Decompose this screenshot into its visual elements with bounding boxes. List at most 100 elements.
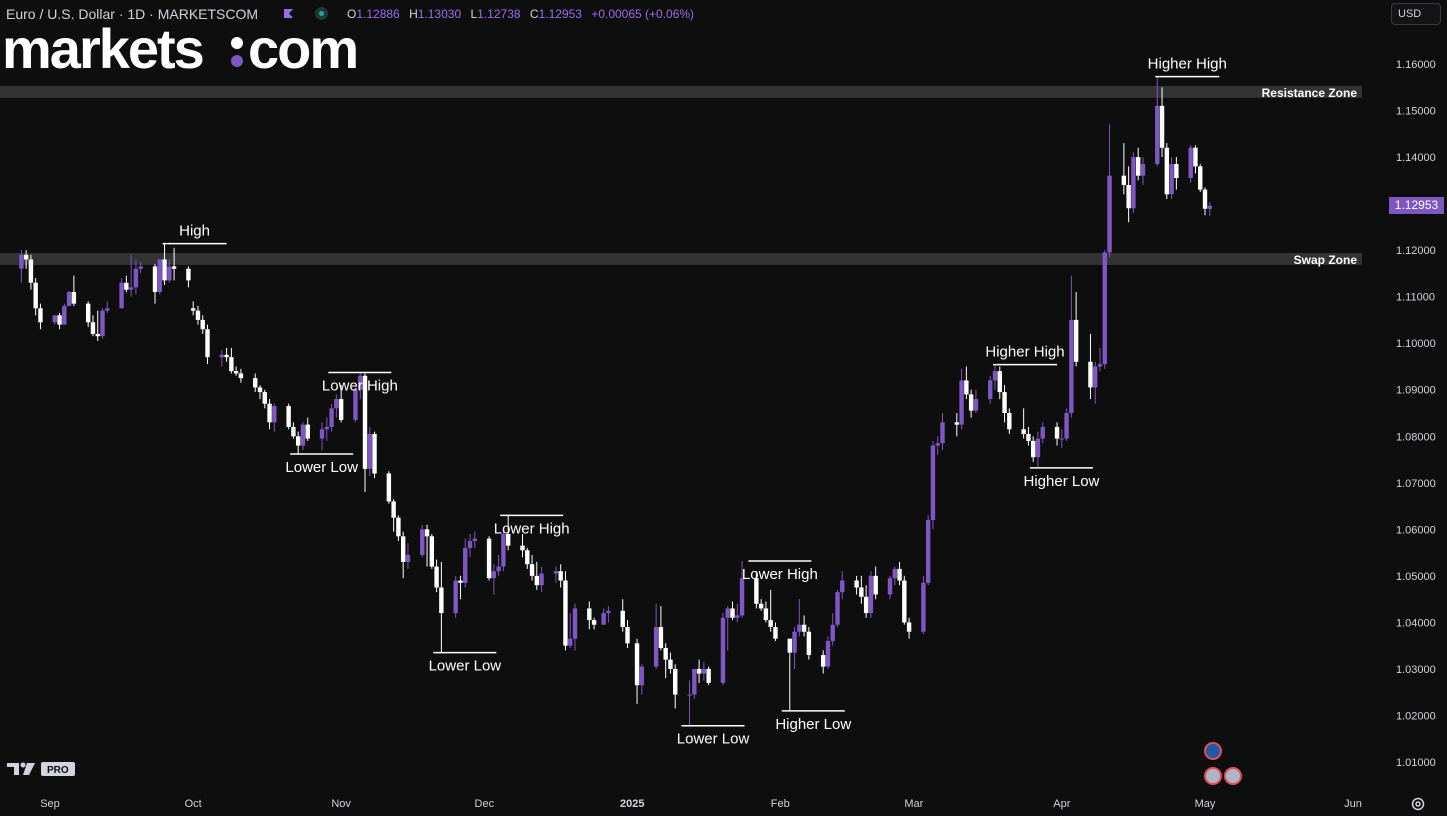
candle-body-35 bbox=[253, 378, 258, 388]
candle-body-61 bbox=[424, 529, 430, 537]
candle-body-175 bbox=[1198, 166, 1203, 190]
annotation-label-10: Higher High bbox=[1148, 56, 1227, 73]
candle-body-93 bbox=[653, 627, 659, 667]
candle-body-16 bbox=[124, 282, 129, 290]
candle-body-37 bbox=[262, 392, 267, 404]
svg-text:com: com bbox=[248, 22, 357, 78]
candle-body-122 bbox=[840, 580, 845, 593]
candle-body-27 bbox=[195, 310, 201, 320]
candle-body-54 bbox=[372, 433, 377, 474]
x-tick-label-3: Dec bbox=[475, 798, 495, 810]
y-tick-label-11: 1.05000 bbox=[1396, 571, 1436, 583]
markets-com-logo: markets com bbox=[2, 17, 372, 91]
candle-body-86 bbox=[591, 620, 597, 625]
candle-body-129 bbox=[892, 568, 897, 579]
candle-body-72 bbox=[496, 566, 501, 572]
candle-body-133 bbox=[921, 582, 926, 632]
candle-body-9 bbox=[71, 292, 77, 304]
settings-gear-icon[interactable] bbox=[1410, 796, 1426, 812]
zone-band-0 bbox=[0, 85, 1362, 98]
candle-body-97 bbox=[673, 668, 678, 695]
candle-body-88 bbox=[606, 610, 611, 614]
candle-body-77 bbox=[529, 564, 535, 576]
candle-body-39 bbox=[272, 406, 277, 423]
candle-body-14 bbox=[105, 308, 110, 311]
candle-body-174 bbox=[1193, 147, 1198, 167]
candle-body-140 bbox=[964, 380, 969, 395]
candle-body-28 bbox=[200, 319, 205, 330]
candle-body-106 bbox=[735, 615, 740, 618]
candle-body-108 bbox=[754, 578, 759, 604]
y-tick-label-10: 1.06000 bbox=[1396, 524, 1436, 536]
candle-body-137 bbox=[940, 422, 945, 444]
candle-body-38 bbox=[267, 403, 272, 423]
candle-body-82 bbox=[563, 580, 568, 646]
candle-body-91 bbox=[634, 643, 640, 686]
candle-body-165 bbox=[1131, 157, 1136, 209]
candle-body-113 bbox=[787, 638, 792, 653]
candle-body-105 bbox=[730, 608, 735, 618]
candle-body-119 bbox=[825, 641, 831, 667]
candle-body-116 bbox=[801, 624, 807, 632]
candle-body-42 bbox=[295, 436, 301, 446]
candle-body-80 bbox=[553, 571, 559, 574]
y-tick-label-2: 1.14000 bbox=[1396, 152, 1436, 164]
candle-body-121 bbox=[835, 592, 840, 625]
candle-body-56 bbox=[391, 501, 396, 518]
y-tick-label-0: 1.16000 bbox=[1396, 59, 1436, 71]
candle-body-52 bbox=[362, 375, 368, 469]
y-tick-label-9: 1.07000 bbox=[1396, 478, 1436, 490]
candle-body-109 bbox=[758, 603, 764, 609]
candle-body-110 bbox=[763, 608, 769, 621]
candle-body-177 bbox=[1207, 205, 1212, 209]
candle-body-95 bbox=[663, 647, 668, 660]
candle-body-135 bbox=[930, 445, 936, 521]
candle-body-59 bbox=[405, 554, 411, 562]
y-tick-label-7: 1.09000 bbox=[1396, 385, 1436, 397]
annotation-label-6: Lower High bbox=[742, 566, 818, 583]
logo-wordmark: markets com bbox=[2, 17, 359, 80]
candle-body-157 bbox=[1073, 319, 1079, 362]
candle-body-63 bbox=[434, 566, 439, 588]
candle-body-23 bbox=[167, 266, 172, 281]
candle-body-25 bbox=[186, 268, 191, 281]
candle-body-46 bbox=[324, 426, 330, 430]
candle-body-26 bbox=[190, 308, 196, 311]
us-event-icon-1 bbox=[1204, 767, 1222, 785]
candle-body-152 bbox=[1040, 426, 1045, 439]
candle-body-136 bbox=[935, 443, 940, 446]
candle-body-12 bbox=[95, 333, 100, 337]
candle-body-62 bbox=[429, 536, 435, 567]
candle-body-130 bbox=[897, 568, 902, 581]
candle-body-134 bbox=[925, 520, 931, 583]
candle-body-57 bbox=[396, 517, 401, 537]
candle-body-3 bbox=[33, 282, 38, 309]
candle-body-126 bbox=[868, 575, 874, 614]
candle-body-145 bbox=[997, 371, 1002, 393]
candle-body-51 bbox=[358, 375, 363, 390]
candle-body-144 bbox=[992, 371, 998, 381]
y-tick-label-5: 1.11000 bbox=[1396, 292, 1435, 304]
candle-body-89 bbox=[620, 610, 625, 628]
candle-body-5 bbox=[52, 315, 57, 323]
x-tick-label-0: Sep bbox=[40, 798, 60, 810]
close-value: 1.12953 bbox=[538, 7, 582, 21]
candle-body-68 bbox=[467, 540, 473, 548]
symbol-title[interactable]: Euro / U.S. Dollar · 1D · MARKETSCOM bbox=[6, 6, 259, 22]
y-tick-label-4: 1.12000 bbox=[1396, 245, 1436, 257]
candle-body-107 bbox=[739, 578, 745, 616]
candle-body-2 bbox=[28, 259, 34, 283]
annotation-label-0: High bbox=[179, 223, 210, 240]
candle-body-53 bbox=[367, 433, 372, 469]
market-status-icon bbox=[315, 7, 328, 20]
candle-body-141 bbox=[968, 394, 974, 411]
currency-selector[interactable]: USD bbox=[1391, 3, 1441, 25]
candle-body-173 bbox=[1188, 147, 1193, 179]
candle-body-142 bbox=[973, 399, 979, 411]
candle-body-13 bbox=[100, 310, 105, 337]
candle-body-20 bbox=[152, 266, 158, 293]
candle-body-69 bbox=[472, 538, 477, 541]
flag-icon[interactable] bbox=[283, 8, 294, 19]
candle-body-154 bbox=[1059, 438, 1065, 440]
